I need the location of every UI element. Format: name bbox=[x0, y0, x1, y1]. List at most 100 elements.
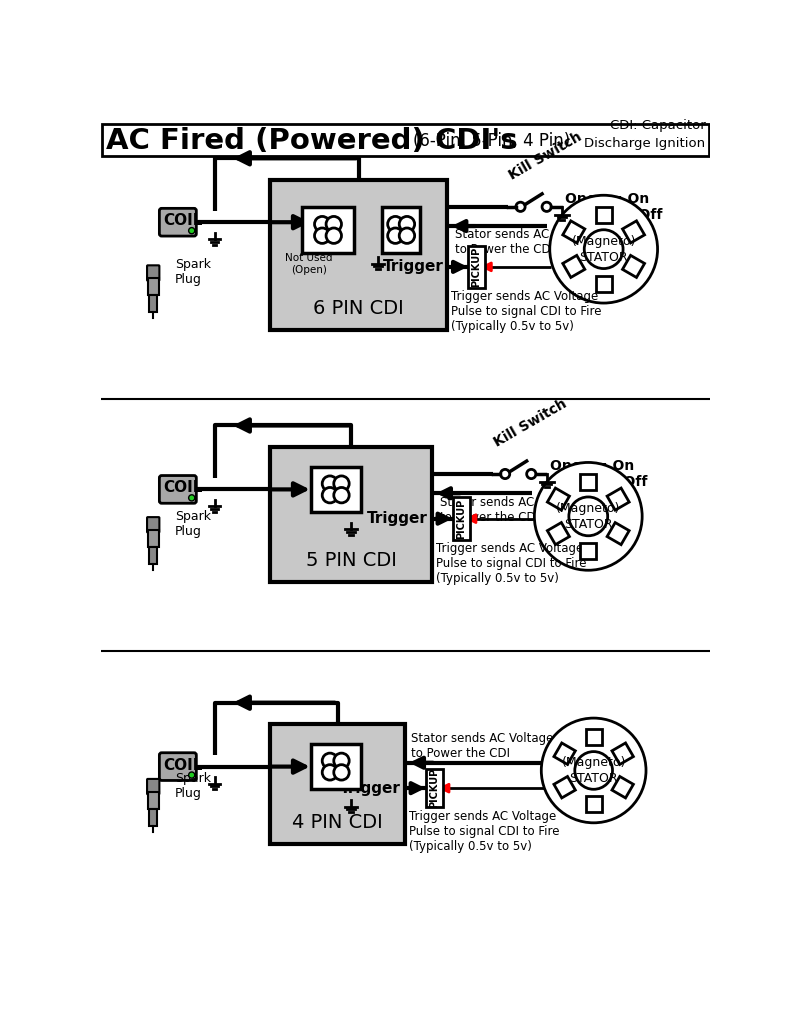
Polygon shape bbox=[547, 522, 570, 545]
Text: Trigger sends AC Voltage
Pulse to signal CDI to Fire
(Typically 0.5v to 5v): Trigger sends AC Voltage Pulse to signal… bbox=[409, 810, 559, 853]
Text: COIL: COIL bbox=[163, 758, 202, 772]
Bar bbox=[149, 809, 157, 826]
Polygon shape bbox=[580, 474, 596, 489]
Circle shape bbox=[188, 495, 195, 501]
Circle shape bbox=[535, 463, 642, 570]
Circle shape bbox=[315, 216, 330, 231]
Circle shape bbox=[399, 216, 414, 231]
Text: Open = On: Open = On bbox=[550, 460, 634, 473]
Circle shape bbox=[334, 765, 349, 780]
Circle shape bbox=[388, 228, 403, 244]
Polygon shape bbox=[612, 743, 634, 765]
Text: CDI: Capacitor
Discharge Ignition: CDI: Capacitor Discharge Ignition bbox=[585, 119, 706, 150]
Polygon shape bbox=[580, 543, 596, 559]
Bar bbox=[148, 530, 159, 547]
Text: Closed = Off: Closed = Off bbox=[550, 475, 647, 488]
Polygon shape bbox=[554, 776, 575, 798]
Circle shape bbox=[322, 765, 338, 780]
Bar bbox=[311, 467, 361, 512]
Text: Kill Switch: Kill Switch bbox=[507, 129, 585, 182]
Circle shape bbox=[585, 229, 623, 268]
Polygon shape bbox=[586, 796, 601, 812]
FancyBboxPatch shape bbox=[159, 475, 196, 503]
Circle shape bbox=[541, 718, 646, 823]
Circle shape bbox=[322, 753, 338, 769]
Text: Kill Switch: Kill Switch bbox=[491, 396, 569, 450]
Bar bbox=[271, 724, 405, 844]
Polygon shape bbox=[596, 275, 611, 292]
Circle shape bbox=[334, 753, 349, 769]
Text: PICKUP: PICKUP bbox=[456, 499, 466, 539]
Text: COIL: COIL bbox=[163, 480, 202, 496]
Text: (Magneto)
STATOR: (Magneto) STATOR bbox=[556, 502, 620, 530]
Text: 5 PIN CDI: 5 PIN CDI bbox=[305, 551, 396, 569]
Text: Closed = Off: Closed = Off bbox=[565, 208, 663, 221]
Circle shape bbox=[527, 469, 536, 478]
Text: PICKUP: PICKUP bbox=[471, 247, 482, 287]
Polygon shape bbox=[562, 221, 585, 243]
Circle shape bbox=[322, 476, 338, 492]
Circle shape bbox=[516, 202, 525, 211]
Circle shape bbox=[399, 228, 414, 244]
Circle shape bbox=[188, 772, 195, 778]
Text: Open = On: Open = On bbox=[565, 193, 649, 206]
Bar bbox=[302, 207, 354, 253]
Polygon shape bbox=[562, 255, 585, 278]
FancyBboxPatch shape bbox=[159, 753, 196, 780]
Circle shape bbox=[315, 228, 330, 244]
Polygon shape bbox=[607, 522, 629, 545]
Text: (Magneto)
STATOR: (Magneto) STATOR bbox=[562, 756, 626, 785]
Text: Trigger sends AC Voltage
Pulse to signal CDI to Fire
(Typically 0.5v to 5v): Trigger sends AC Voltage Pulse to signal… bbox=[451, 290, 602, 333]
Bar bbox=[148, 279, 159, 295]
Text: 6 PIN CDI: 6 PIN CDI bbox=[313, 299, 404, 317]
Circle shape bbox=[326, 216, 342, 231]
Text: AC Fired (Powered) CDI's: AC Fired (Powered) CDI's bbox=[106, 127, 518, 155]
Text: Stator sends AC Voltage
to Power the CDI: Stator sends AC Voltage to Power the CDI bbox=[411, 732, 554, 760]
Text: Stator sends AC Voltage
to Power the CDI: Stator sends AC Voltage to Power the CDI bbox=[440, 496, 582, 523]
Text: Spark
Plug: Spark Plug bbox=[175, 510, 210, 538]
Bar bbox=[149, 295, 157, 312]
Polygon shape bbox=[623, 221, 645, 243]
Circle shape bbox=[550, 196, 657, 303]
FancyBboxPatch shape bbox=[147, 265, 159, 281]
Text: Spark
Plug: Spark Plug bbox=[175, 772, 210, 800]
Bar bbox=[271, 447, 432, 582]
Polygon shape bbox=[607, 488, 629, 510]
Text: Trigger sends AC Voltage
Pulse to signal CDI to Fire
(Typically 0.5v to 5v): Trigger sends AC Voltage Pulse to signal… bbox=[436, 542, 586, 585]
Circle shape bbox=[569, 497, 607, 536]
Text: 4 PIN CDI: 4 PIN CDI bbox=[292, 812, 383, 831]
Text: Trigger: Trigger bbox=[383, 259, 444, 274]
Text: Trigger: Trigger bbox=[367, 511, 428, 526]
Circle shape bbox=[188, 227, 195, 233]
Circle shape bbox=[575, 752, 612, 790]
Bar bbox=[148, 792, 159, 809]
Polygon shape bbox=[586, 729, 601, 744]
Polygon shape bbox=[596, 207, 611, 223]
Bar bbox=[452, 498, 470, 540]
Text: (6-Pin, 5-Pin, 4 Pin): (6-Pin, 5-Pin, 4 Pin) bbox=[413, 132, 570, 150]
Text: PICKUP: PICKUP bbox=[430, 768, 439, 808]
Polygon shape bbox=[623, 255, 645, 278]
Bar bbox=[149, 547, 157, 564]
FancyBboxPatch shape bbox=[147, 779, 159, 795]
FancyBboxPatch shape bbox=[147, 517, 159, 532]
Bar bbox=[382, 207, 420, 253]
Bar bbox=[271, 180, 448, 330]
Text: Not Used
(Open): Not Used (Open) bbox=[285, 253, 332, 274]
Circle shape bbox=[501, 469, 509, 478]
Text: Spark
Plug: Spark Plug bbox=[175, 258, 210, 287]
Circle shape bbox=[334, 476, 349, 492]
Text: COIL: COIL bbox=[163, 213, 202, 228]
Bar bbox=[426, 769, 443, 807]
Circle shape bbox=[334, 487, 349, 503]
Bar bbox=[101, 125, 710, 156]
Text: Trigger: Trigger bbox=[340, 780, 401, 796]
Polygon shape bbox=[554, 743, 575, 765]
Text: (Magneto)
STATOR: (Magneto) STATOR bbox=[571, 234, 636, 263]
Bar bbox=[311, 744, 361, 788]
Circle shape bbox=[542, 202, 551, 211]
Polygon shape bbox=[612, 776, 634, 798]
FancyBboxPatch shape bbox=[159, 208, 196, 237]
Text: Stator sends AC Voltage
to Power the CDI: Stator sends AC Voltage to Power the CDI bbox=[455, 228, 597, 256]
Circle shape bbox=[388, 216, 403, 231]
